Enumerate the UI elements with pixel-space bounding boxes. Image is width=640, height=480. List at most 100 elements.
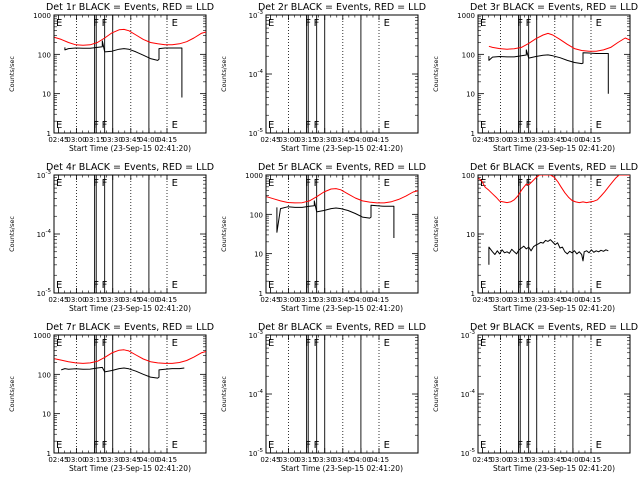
x-tick-label: 04:00 — [139, 296, 159, 304]
marker-label-top: F — [314, 178, 320, 189]
y-tick-label: 100 — [250, 211, 263, 219]
x-axis-label: Start Time (23-Sep-15 02:41:20) — [281, 144, 403, 153]
y-tick-label: 10-4 — [249, 69, 264, 79]
marker-label-top: F — [517, 18, 523, 29]
x-tick-label: 03:00 — [490, 136, 510, 144]
marker-label-bottom: F — [102, 120, 108, 131]
lld-series-line — [54, 349, 206, 364]
x-tick-label: 03:00 — [66, 456, 86, 464]
x-tick-label: 03:30 — [315, 296, 335, 304]
marker-label-top: E — [268, 178, 274, 189]
marker-label-bottom: F — [102, 280, 108, 291]
x-tick-label: 03:15 — [297, 456, 317, 464]
x-tick-label: 03:30 — [103, 296, 123, 304]
y-tick-exponent: -5 — [470, 448, 476, 454]
y-tick-label: 10-4 — [461, 389, 476, 399]
x-tick-label: 04:15 — [157, 136, 177, 144]
y-tick-label: 100 — [462, 172, 475, 180]
plot-frame — [477, 334, 631, 454]
x-tick-label: 02:45 — [260, 456, 280, 464]
marker-label-bottom: E — [596, 280, 602, 291]
y-tick-exponent: -5 — [258, 128, 264, 134]
x-tick-label: 04:15 — [369, 136, 389, 144]
x-tick-label: 04:15 — [157, 456, 177, 464]
x-tick-label: 03:30 — [527, 296, 547, 304]
marker-label-top: E — [384, 178, 390, 189]
y-tick-base: 10 — [249, 450, 258, 458]
series-group — [266, 188, 418, 238]
marker-label-top: E — [268, 18, 274, 29]
marker-label-bottom: E — [596, 440, 602, 451]
y-tick-base: 10 — [461, 450, 470, 458]
x-tick-label: 03:00 — [66, 136, 86, 144]
plot-frame — [265, 174, 419, 294]
marker-label-bottom: E — [384, 440, 390, 451]
plot-frame — [265, 334, 419, 454]
x-tick-label: 03:30 — [315, 136, 335, 144]
marker-label-bottom: E — [480, 280, 486, 291]
x-axis-label: Start Time (23-Sep-15 02:41:20) — [281, 304, 403, 313]
y-tick-base: 10 — [249, 130, 258, 138]
y-tick-exponent: -4 — [258, 69, 264, 75]
y-tick-label: 1 — [471, 130, 475, 138]
x-axis-label: Start Time (23-Sep-15 02:41:20) — [281, 464, 403, 473]
x-tick-label: 02:45 — [260, 296, 280, 304]
x-tick-label: 02:45 — [260, 136, 280, 144]
y-axis-label: Counts/sec — [432, 56, 440, 92]
x-tick-label: 04:15 — [581, 136, 601, 144]
marker-label-bottom: F — [93, 280, 99, 291]
y-tick-label: 1 — [471, 290, 475, 298]
x-tick-label: 03:00 — [278, 136, 298, 144]
x-tick-label: 03:30 — [527, 456, 547, 464]
lld-series-line — [478, 175, 630, 204]
panel-title: Det 9r BLACK = Events, RED = LLD — [470, 322, 638, 333]
x-tick-label: 04:15 — [581, 296, 601, 304]
y-tick-exponent: -4 — [258, 389, 264, 395]
marker-label-top: E — [172, 338, 178, 349]
events-series-line — [488, 239, 609, 265]
marker-label-bottom: E — [56, 280, 62, 291]
x-tick-label: 03:00 — [66, 296, 86, 304]
y-tick-label: 10-5 — [249, 448, 264, 458]
y-tick-label: 10-3 — [37, 170, 52, 180]
y-tick-label: 10-5 — [249, 128, 264, 138]
y-tick-base: 10 — [37, 172, 46, 180]
plot-frame — [53, 334, 207, 454]
plot-frame — [477, 14, 631, 134]
y-tick-label: 10 — [254, 251, 263, 259]
y-tick-exponent: -3 — [46, 170, 52, 176]
x-tick-label: 03:15 — [297, 136, 317, 144]
x-tick-label: 02:45 — [48, 296, 68, 304]
marker-label-top: E — [596, 338, 602, 349]
y-tick-label: 1000 — [33, 332, 51, 340]
x-tick-label: 03:30 — [103, 456, 123, 464]
marker-label-top: F — [526, 178, 532, 189]
y-tick-label: 10-5 — [461, 448, 476, 458]
marker-label-top: E — [56, 338, 62, 349]
events-series-line — [64, 40, 183, 98]
marker-label-top: E — [172, 18, 178, 29]
y-tick-base: 10 — [461, 391, 470, 399]
x-tick-label: 02:45 — [48, 456, 68, 464]
marker-label-top: E — [56, 178, 62, 189]
y-tick-base: 10 — [37, 231, 46, 239]
marker-label-top: F — [102, 338, 108, 349]
x-tick-label: 04:00 — [351, 136, 371, 144]
x-tick-label: 04:00 — [563, 136, 583, 144]
x-tick-label: 03:00 — [490, 296, 510, 304]
x-tick-label: 03:45 — [545, 136, 565, 144]
marker-label-top: E — [384, 338, 390, 349]
marker-label-bottom: F — [305, 120, 311, 131]
x-tick-label: 03:45 — [333, 136, 353, 144]
y-tick-label: 10-5 — [37, 288, 52, 298]
y-tick-base: 10 — [249, 71, 258, 79]
y-tick-label: 10 — [42, 411, 51, 419]
y-tick-exponent: -4 — [470, 389, 476, 395]
marker-label-bottom: E — [384, 280, 390, 291]
x-tick-label: 03:15 — [509, 456, 529, 464]
events-series-line — [61, 366, 185, 379]
marker-label-bottom: F — [526, 120, 532, 131]
x-tick-label: 03:30 — [315, 456, 335, 464]
x-axis-label: Start Time (23-Sep-15 02:41:20) — [493, 304, 615, 313]
y-axis-label: Counts/sec — [220, 216, 228, 252]
